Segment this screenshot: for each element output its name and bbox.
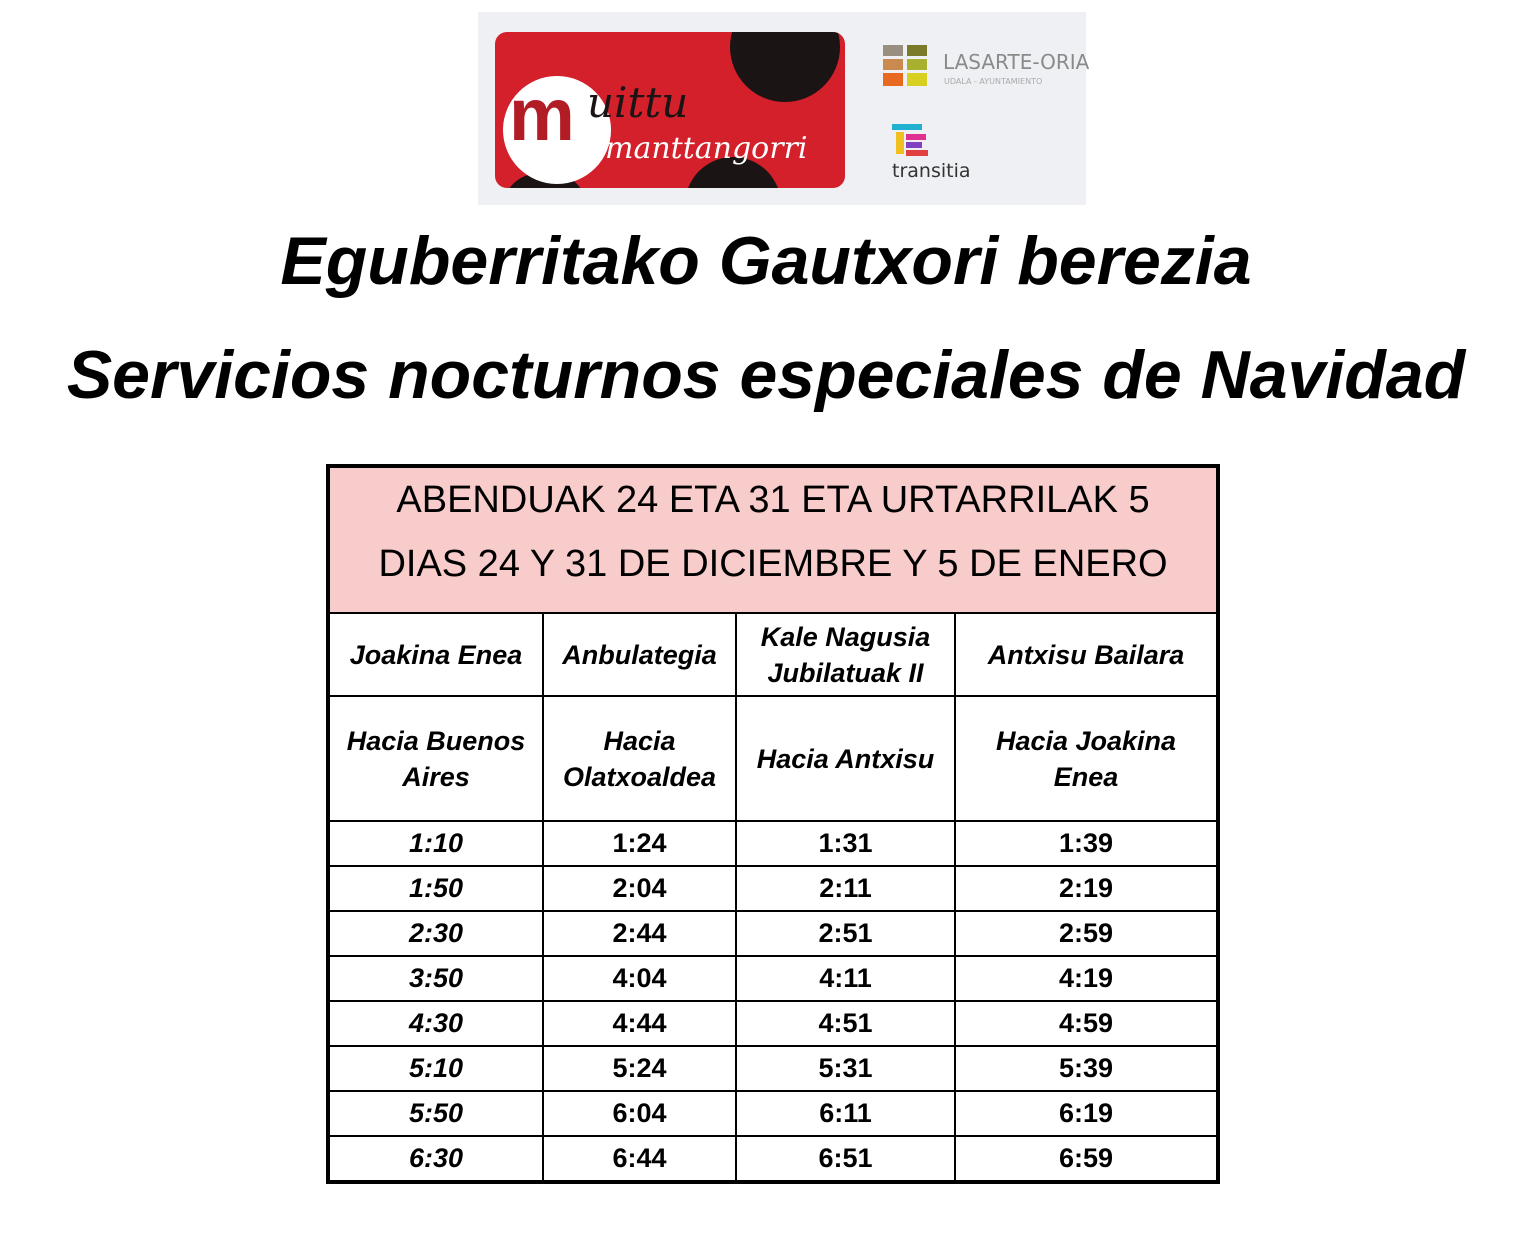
table-row: 5:50 6:04 6:11 6:19 <box>327 1090 1220 1137</box>
stop-direction: Hacia Buenos Aires <box>327 695 544 822</box>
departure-time: 3:50 <box>327 955 544 1002</box>
timetable: ABENDUAK 24 ETA 31 ETA URTARRILAK 5 DIAS… <box>326 464 1221 1184</box>
stop-name: Antxisu Bailara <box>953 612 1220 697</box>
departure-time: 1:10 <box>327 820 544 867</box>
stop-direction: Hacia Joakina Enea <box>953 695 1220 822</box>
departure-time: 1:50 <box>327 865 544 912</box>
departure-time: 2:30 <box>327 910 544 957</box>
stop-name: Anbulategia <box>542 612 737 697</box>
title-basque: Eguberritako Gautxori berezia <box>280 223 1252 299</box>
stop-direction: Hacia Olatxoaldea <box>542 695 737 822</box>
departure-time: 1:31 <box>735 820 956 867</box>
departure-time: 2:11 <box>735 865 956 912</box>
departure-time: 1:24 <box>542 820 737 867</box>
table-row: 1:50 2:04 2:11 2:19 <box>327 865 1220 912</box>
departure-time: 5:50 <box>327 1090 544 1137</box>
departure-time: 4:51 <box>735 1000 956 1047</box>
table-row: 3:50 4:04 4:11 4:19 <box>327 955 1220 1002</box>
table-row: 5:10 5:24 5:31 5:39 <box>327 1045 1220 1092</box>
header-spanish: DIAS 24 Y 31 DE DICIEMBRE Y 5 DE ENERO <box>378 543 1168 585</box>
stop-name: Joakina Enea <box>327 612 544 697</box>
departure-time: 5:39 <box>953 1045 1220 1092</box>
departure-time: 4:11 <box>735 955 956 1002</box>
stop-name: Kale Nagusia Jubilatuak II <box>735 612 956 697</box>
departure-time: 5:10 <box>327 1045 544 1092</box>
departure-time: 2:59 <box>953 910 1220 957</box>
header-basque: ABENDUAK 24 ETA 31 ETA URTARRILAK 5 <box>396 479 1150 521</box>
departure-time: 6:44 <box>542 1135 737 1183</box>
departure-time: 4:04 <box>542 955 737 1002</box>
table-row: 6:30 6:44 6:51 6:59 <box>327 1135 1220 1183</box>
departure-time: 6:19 <box>953 1090 1220 1137</box>
departure-time: 2:44 <box>542 910 737 957</box>
departure-time: 5:31 <box>735 1045 956 1092</box>
departure-time: 5:24 <box>542 1045 737 1092</box>
departure-time: 6:51 <box>735 1135 956 1183</box>
departure-time: 2:04 <box>542 865 737 912</box>
stop-direction: Hacia Antxisu <box>735 695 956 822</box>
transitia-icon <box>892 124 928 156</box>
logo-banner: m uittu manttangorri LASARTE-ORIA UDALA … <box>478 12 1089 205</box>
departure-time: 4:44 <box>542 1000 737 1047</box>
table-row: 1:10 1:24 1:31 1:39 <box>327 820 1220 867</box>
lasarte-oria-icon <box>883 45 927 86</box>
table-row: 2:30 2:44 2:51 2:59 <box>327 910 1220 957</box>
departure-time: 6:11 <box>735 1090 956 1137</box>
muittu-manttangorri-logo: m uittu manttangorri <box>495 32 845 188</box>
departure-time: 2:19 <box>953 865 1220 912</box>
stops-row: Joakina Enea Anbulategia Kale Nagusia Jubil… <box>327 612 1220 697</box>
departure-time: 6:59 <box>953 1135 1220 1183</box>
departure-time: 6:04 <box>542 1090 737 1137</box>
title-spanish: Servicios nocturnos especiales de Navida… <box>66 337 1466 413</box>
departure-time: 4:30 <box>327 1000 544 1047</box>
departure-time: 1:39 <box>953 820 1220 867</box>
directions-row: Hacia Buenos Aires Hacia Olatxoaldea Hacia A… <box>327 695 1220 822</box>
departure-time: 4:59 <box>953 1000 1220 1047</box>
departure-time: 2:51 <box>735 910 956 957</box>
departure-time: 6:30 <box>327 1135 544 1183</box>
table-row: 4:30 4:44 4:51 4:59 <box>327 1000 1220 1047</box>
departure-time: 4:19 <box>953 955 1220 1002</box>
table-header: ABENDUAK 24 ETA 31 ETA URTARRILAK 5 DIAS… <box>326 465 1220 614</box>
